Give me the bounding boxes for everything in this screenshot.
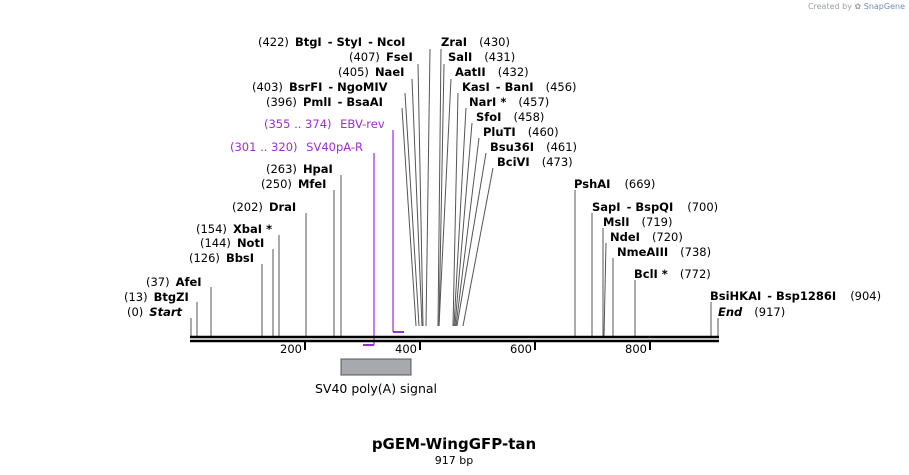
enzyme-site[interactable]: (126) BbsI bbox=[189, 251, 254, 265]
feature-sv40-polya-signal[interactable]: SV40 poly(A) signal bbox=[315, 358, 437, 396]
enzyme-site[interactable]: ZraI (430) bbox=[441, 35, 510, 49]
tick-label: 400 bbox=[395, 342, 417, 356]
primer-sv40pa-r[interactable] bbox=[363, 153, 375, 346]
enzyme-site[interactable]: (403) BsrFI - NgoMIV bbox=[252, 80, 388, 94]
map-title: pGEM-WingGFP-tan bbox=[372, 435, 536, 453]
enzyme-site[interactable]: (144) NotI bbox=[200, 236, 264, 250]
tick-label: 800 bbox=[625, 342, 647, 356]
enzyme-site[interactable]: (202) DraI bbox=[232, 200, 296, 214]
enzyme-site[interactable]: (263) HpaI bbox=[266, 162, 333, 176]
enzyme-site[interactable]: NmeAIII (738) bbox=[617, 245, 711, 259]
enzyme-site[interactable]: (37) AfeI bbox=[146, 275, 202, 289]
enzyme-site[interactable]: (405) NaeI bbox=[338, 65, 404, 79]
enzyme-site[interactable]: Bsu36I (461) bbox=[490, 140, 577, 154]
feature-label: SV40 poly(A) signal bbox=[315, 381, 437, 396]
primer-ebv-rev[interactable] bbox=[392, 130, 404, 333]
tick-label: 200 bbox=[280, 342, 302, 356]
sequence-end: End (917) bbox=[718, 305, 785, 319]
enzyme-labels: (422) BtgI - StyI - NcoI ZraI (430) (407) Fse… bbox=[124, 35, 881, 319]
credit-brand: SnapGene bbox=[863, 2, 905, 11]
enzyme-site[interactable]: KasI - BanI (456) bbox=[462, 80, 577, 94]
tick-label: 600 bbox=[510, 342, 532, 356]
enzyme-site[interactable]: SfoI (458) bbox=[476, 110, 544, 124]
map-length: 917 bp bbox=[435, 454, 473, 467]
ruler: 200 400 600 800 bbox=[280, 341, 651, 356]
primer-sv40pa-r-label: (301 .. 320) SV40pA-R bbox=[230, 140, 363, 154]
enzyme-site[interactable]: (13) BtgZI bbox=[124, 290, 189, 304]
sequence-backbone bbox=[190, 335, 719, 343]
enzyme-site[interactable]: (154) XbaI * bbox=[196, 222, 272, 236]
enzyme-site[interactable]: NdeI (720) bbox=[610, 230, 683, 244]
credit-prefix: Created by bbox=[807, 2, 852, 11]
enzyme-site[interactable]: BciVI (473) bbox=[497, 155, 573, 169]
enzyme-site[interactable]: SalI (431) bbox=[448, 50, 515, 64]
enzyme-site[interactable]: BsiHKAI - Bsp1286I (904) bbox=[710, 289, 881, 303]
enzyme-site[interactable]: PshAI (669) bbox=[574, 177, 655, 191]
enzyme-site[interactable]: MslI (719) bbox=[603, 215, 672, 229]
primer-range: (301 .. 320) bbox=[230, 140, 298, 154]
primer-name: EBV-rev bbox=[340, 117, 385, 131]
enzyme-site[interactable]: (396) PmlI - BsaAI bbox=[266, 95, 383, 109]
snapgene-credit: Created by ✿ SnapGene bbox=[808, 2, 905, 11]
enzyme-site[interactable]: NarI * (457) bbox=[469, 95, 549, 109]
leader-lines bbox=[190, 48, 719, 338]
primer-range: (355 .. 374) bbox=[264, 117, 332, 131]
primer-ebv-rev-label: (355 .. 374) EBV-rev bbox=[264, 117, 385, 131]
enzyme-site[interactable]: (407) FseI bbox=[349, 50, 413, 64]
snapgene-logo-icon: ✿ bbox=[854, 2, 862, 11]
primer-name: SV40pA-R bbox=[306, 140, 363, 154]
enzyme-site[interactable]: BclI * (772) bbox=[634, 267, 711, 281]
enzyme-site[interactable]: PluTI (460) bbox=[483, 125, 559, 139]
enzyme-site[interactable]: SapI - BspQI (700) bbox=[592, 200, 718, 214]
enzyme-site[interactable]: AatII (432) bbox=[455, 65, 529, 79]
enzyme-site[interactable]: (250) MfeI bbox=[261, 177, 326, 191]
sequence-start: (0) Start bbox=[127, 305, 183, 319]
enzyme-site[interactable]: (422) BtgI - StyI - NcoI bbox=[258, 35, 405, 49]
